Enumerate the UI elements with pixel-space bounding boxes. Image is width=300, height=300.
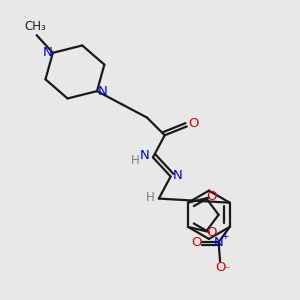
Text: N: N	[43, 46, 52, 59]
Text: +: +	[221, 232, 229, 242]
Text: O: O	[206, 226, 217, 239]
Text: O: O	[188, 117, 199, 130]
Text: N: N	[140, 149, 150, 162]
Text: CH₃: CH₃	[24, 20, 46, 33]
Text: H: H	[131, 154, 140, 167]
Text: O: O	[191, 236, 202, 249]
Text: N: N	[173, 169, 183, 182]
Text: H: H	[146, 190, 154, 204]
Text: O: O	[215, 261, 225, 274]
Text: N: N	[214, 236, 224, 249]
Text: O: O	[206, 190, 217, 203]
Text: N: N	[98, 85, 107, 98]
Text: ⁻: ⁻	[225, 265, 230, 275]
